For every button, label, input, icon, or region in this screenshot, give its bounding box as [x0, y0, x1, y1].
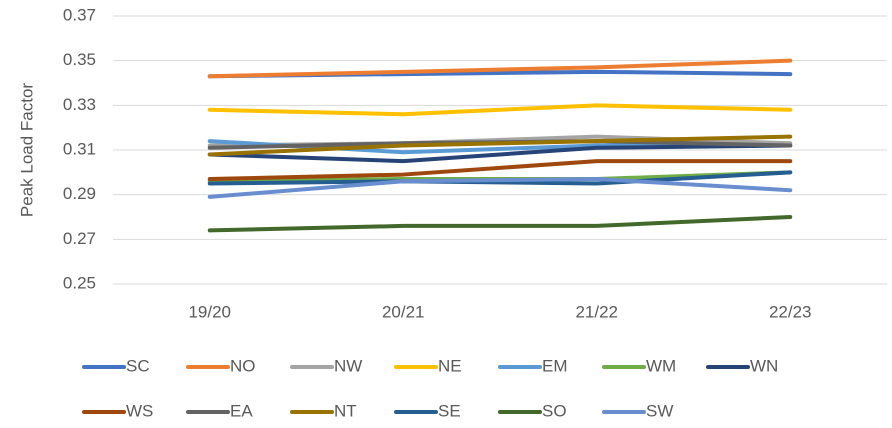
x-tick-label: 19/20: [188, 302, 231, 321]
y-axis-label: Peak Load Factor: [17, 83, 36, 218]
legend-label: SO: [542, 401, 567, 420]
series-line: [207, 177, 793, 199]
series-line: [207, 170, 793, 186]
legend-label: EM: [542, 356, 568, 375]
legend-label: SW: [646, 401, 673, 420]
y-tick-label: 0.29: [63, 184, 96, 203]
y-tick-label: 0.27: [63, 229, 96, 248]
y-tick-label: 0.37: [63, 5, 96, 24]
series-line: [207, 159, 793, 182]
legend-label: WS: [126, 401, 153, 420]
legend-label: WM: [646, 356, 676, 375]
legend-label: SC: [126, 356, 150, 375]
y-tick-label: 0.31: [63, 139, 96, 158]
series-line: [207, 103, 793, 117]
series-line: [207, 215, 793, 233]
series-line: [207, 58, 793, 79]
y-tick-label: 0.33: [63, 95, 96, 114]
legend-label: EA: [230, 401, 253, 420]
y-tick-label: 0.25: [63, 273, 96, 292]
legend-label: NT: [334, 401, 357, 420]
series-line: [207, 143, 793, 164]
legend-label: NO: [230, 356, 256, 375]
x-tick-label: 21/22: [575, 302, 618, 321]
legend-label: NW: [334, 356, 362, 375]
legend-label: SE: [438, 401, 461, 420]
legend-label: WN: [750, 356, 778, 375]
x-tick-label: 20/21: [382, 302, 425, 321]
y-tick-label: 0.35: [63, 50, 96, 69]
x-tick-label: 22/23: [769, 302, 812, 321]
series-line: [207, 134, 793, 157]
legend-label: NE: [438, 356, 462, 375]
